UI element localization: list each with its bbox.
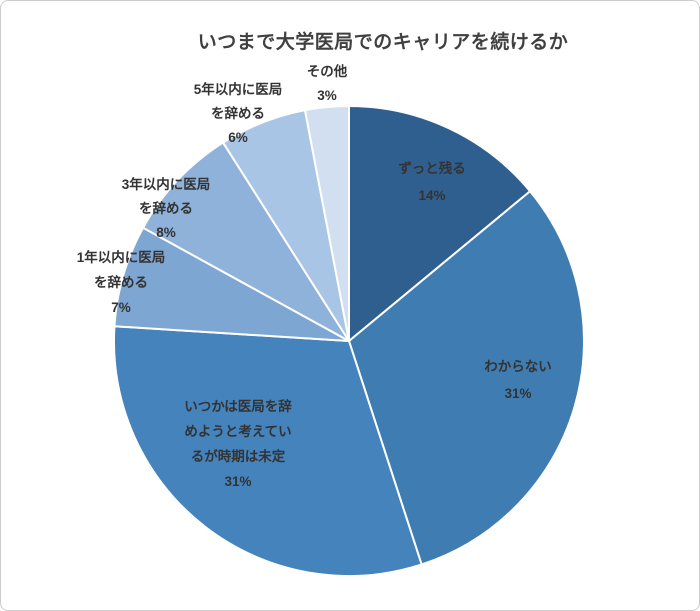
pie-slice-3 — [113, 325, 423, 577]
slice-label-4: 1年以内に医局を辞める 7% — [77, 249, 166, 315]
pie-slice-5 — [142, 141, 350, 342]
pie-slice-2 — [348, 190, 585, 566]
slice-label-2: わからない 31% — [484, 359, 552, 401]
pie-slice-4 — [113, 226, 350, 342]
slice-label-7: その他 3% — [307, 63, 348, 103]
slice-label-5: 3年以内に医局を辞める 8% — [122, 176, 211, 240]
slice-label-6: 5年以内に医局を辞める 6% — [194, 81, 283, 145]
chart-title: いつまで大学医局でのキャリアを続けるか — [197, 32, 569, 53]
slice-label-1: ずっと残る 14% — [398, 160, 466, 203]
slice-label-3: いつかは医局を辞めようと考えているが時期は未定 31% — [184, 398, 292, 489]
pie-slice-7 — [303, 105, 350, 342]
pie-slice-1 — [348, 105, 532, 342]
